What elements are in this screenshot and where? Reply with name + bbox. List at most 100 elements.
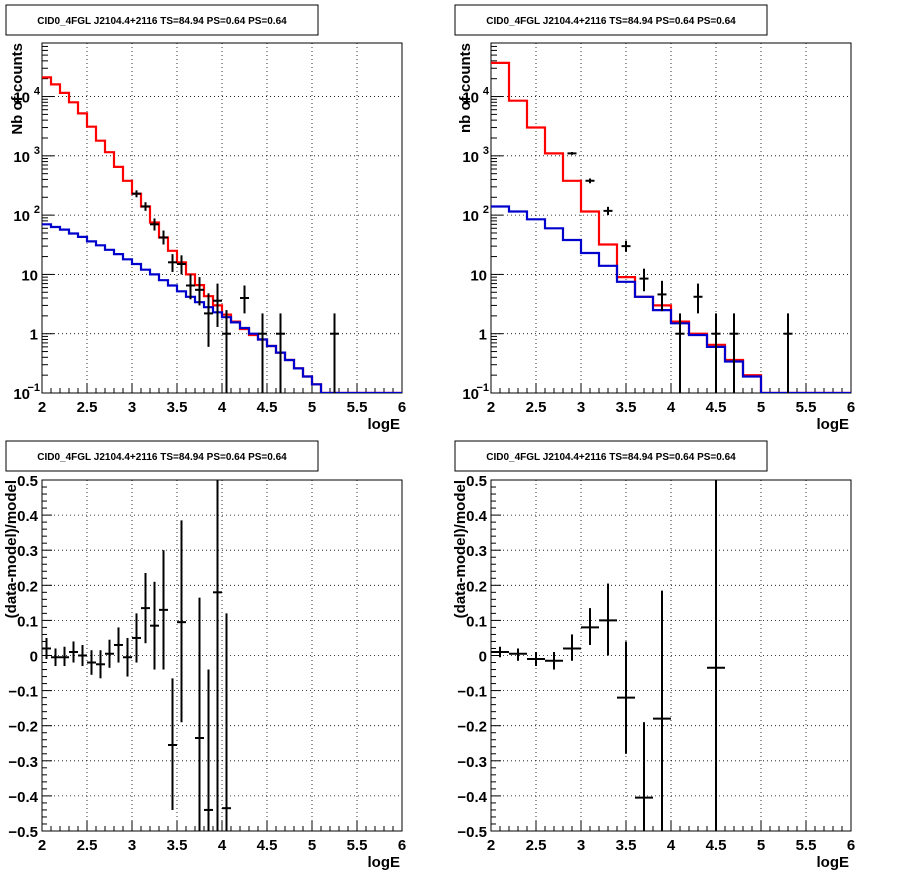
data-point xyxy=(177,520,186,723)
y-tick-label: 0.1 xyxy=(466,613,487,630)
y-tick-label: −0.3 xyxy=(457,754,487,771)
data-point xyxy=(509,648,527,661)
data-point xyxy=(240,285,249,314)
data-point xyxy=(213,480,222,831)
x-tick-label: 4 xyxy=(667,399,676,416)
y-axis-label: Nb of counts xyxy=(9,43,26,135)
data-point xyxy=(653,590,671,831)
y-tick-label: 10 xyxy=(470,267,487,284)
y-tick-label: 0.2 xyxy=(466,578,487,595)
data-point xyxy=(141,202,150,211)
x-tick-label: 3.5 xyxy=(167,837,188,854)
data-point xyxy=(491,646,509,658)
plot-area xyxy=(42,76,402,393)
y-tick-exponent: 2 xyxy=(483,204,489,216)
y-tick-label: −0.3 xyxy=(8,754,38,771)
y-axis-label: (data-model)/model xyxy=(452,480,469,618)
data-point xyxy=(657,280,667,312)
data-point xyxy=(141,573,150,644)
data-point xyxy=(635,722,653,831)
y-tick-label: 10 xyxy=(462,386,479,403)
y-tick-label: 0.2 xyxy=(17,578,38,595)
data-point xyxy=(159,550,168,670)
data-point xyxy=(186,274,195,300)
data-point xyxy=(693,283,703,314)
y-tick-label: 0.5 xyxy=(17,473,38,490)
x-tick-label: 5.5 xyxy=(347,837,368,854)
data-point xyxy=(105,639,114,668)
y-tick-label: −0.1 xyxy=(457,684,487,701)
x-tick-label: 5.5 xyxy=(796,399,817,416)
source-model-histogram xyxy=(42,223,402,393)
x-tick-label: 3 xyxy=(577,837,585,854)
data-point xyxy=(204,669,213,831)
data-point xyxy=(599,583,617,656)
y-tick-exponent: 3 xyxy=(34,145,40,157)
x-tick-label: 2.5 xyxy=(77,837,98,854)
data-point xyxy=(675,313,685,393)
x-tick-label: 3 xyxy=(577,399,585,416)
x-tick-label: 5.5 xyxy=(347,399,368,416)
data-point xyxy=(729,313,739,393)
x-tick-label: 4.5 xyxy=(706,837,727,854)
y-tick-label: 0.3 xyxy=(17,543,38,560)
data-point xyxy=(159,230,168,245)
y-tick-label: 10 xyxy=(462,208,479,225)
chart-panel-3: CID0_4FGL J2104.4+2116 TS=84.94 PS=0.64 … xyxy=(3,440,406,871)
data-point xyxy=(276,313,285,393)
x-tick-label: 5.5 xyxy=(796,837,817,854)
data-point xyxy=(78,644,87,667)
y-tick-label: 10 xyxy=(462,149,479,166)
plot-area xyxy=(491,61,851,393)
x-tick-label: 5 xyxy=(757,837,765,854)
data-point xyxy=(527,651,545,667)
data-point xyxy=(51,648,60,667)
x-tick-label: 3.5 xyxy=(616,399,637,416)
data-point xyxy=(563,634,581,661)
data-point xyxy=(123,637,132,677)
data-point xyxy=(707,480,725,831)
y-tick-label: 1 xyxy=(479,327,487,344)
data-point xyxy=(42,637,51,660)
title-box xyxy=(5,4,319,36)
data-point xyxy=(60,646,69,667)
y-axis-label: nb of counts xyxy=(457,43,474,133)
x-axis-label: logE xyxy=(817,416,850,433)
x-tick-label: 3.5 xyxy=(167,399,188,416)
y-tick-label: 10 xyxy=(13,208,30,225)
title-box xyxy=(454,440,768,472)
x-tick-label: 6 xyxy=(847,399,855,416)
data-point xyxy=(617,641,635,754)
data-point xyxy=(96,650,105,679)
chart-title: CID0_4FGL J2104.4+2116 TS=84.94 PS=0.64 … xyxy=(486,16,736,27)
x-tick-label: 4 xyxy=(218,837,227,854)
y-tick-label: −0.1 xyxy=(8,684,38,701)
title-box xyxy=(454,4,768,36)
chart-panel-1: CID0_4FGL J2104.4+2116 TS=84.94 PS=0.64 … xyxy=(5,4,406,433)
data-point xyxy=(168,678,177,810)
y-tick-label: 0.5 xyxy=(466,473,487,490)
y-tick-label: −0.4 xyxy=(8,789,38,806)
y-tick-label: 10 xyxy=(13,386,30,403)
data-point xyxy=(258,313,267,393)
y-tick-label: −0.2 xyxy=(8,719,38,736)
y-tick-exponent: 4 xyxy=(34,86,41,98)
x-axis-label: logE xyxy=(817,854,850,871)
data-point xyxy=(132,190,141,198)
data-point xyxy=(87,650,96,675)
x-tick-label: 2 xyxy=(38,399,46,416)
x-tick-label: 5 xyxy=(308,399,316,416)
chart-title: CID0_4FGL J2104.4+2116 TS=84.94 PS=0.64 … xyxy=(37,16,287,27)
data-point xyxy=(711,313,721,393)
y-tick-label: 10 xyxy=(21,267,38,284)
data-point xyxy=(621,240,631,252)
y-tick-exponent: 4 xyxy=(483,86,490,98)
x-tick-label: 6 xyxy=(847,837,855,854)
x-tick-label: 4 xyxy=(667,837,676,854)
y-tick-exponent: −1 xyxy=(476,382,489,394)
y-tick-label: −0.5 xyxy=(8,824,38,841)
y-tick-exponent: −1 xyxy=(27,382,40,394)
y-tick-exponent: 3 xyxy=(483,145,489,157)
chart-title: CID0_4FGL J2104.4+2116 TS=84.94 PS=0.64 … xyxy=(486,452,736,463)
